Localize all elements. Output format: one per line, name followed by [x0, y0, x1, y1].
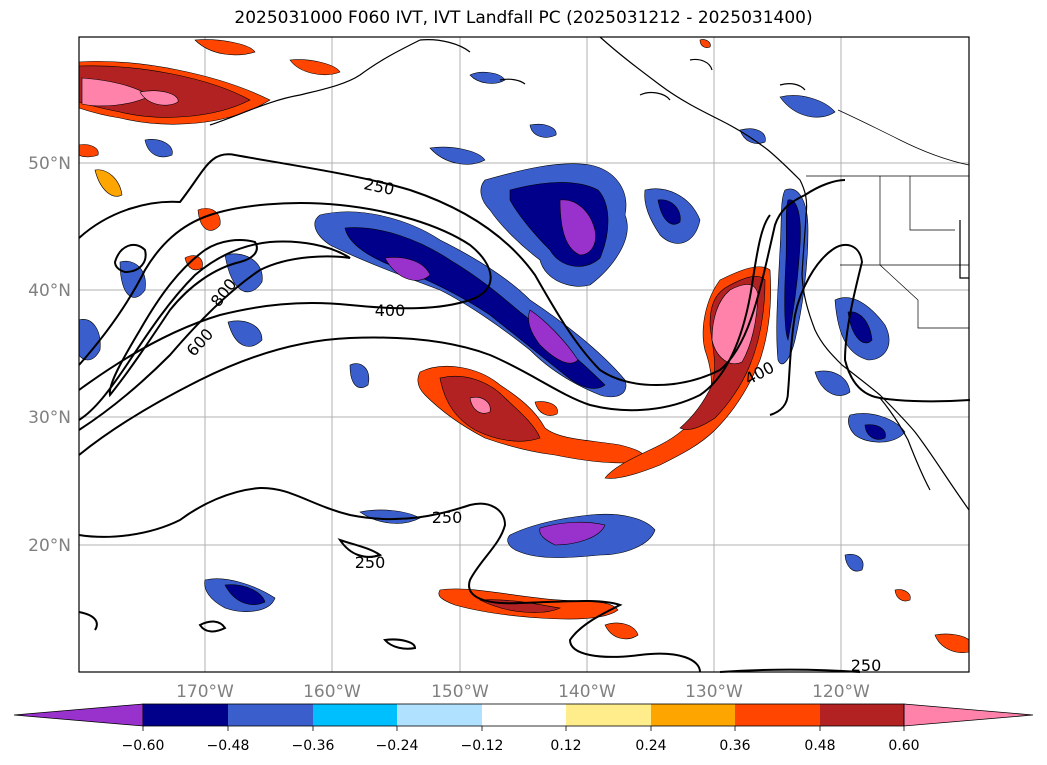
- colorbar-tick: 0.36: [719, 738, 750, 754]
- ivt-contours: [78, 153, 971, 673]
- contour-label-250-south: 250: [432, 508, 463, 527]
- colorbar: −0.60 −0.48 −0.36 −0.24 −0.12 0.12 0.24 …: [13, 703, 1034, 754]
- us-west-coastline: [801, 214, 970, 511]
- contour-800: [108, 239, 258, 398]
- coastlines: [209, 36, 970, 511]
- colorbar-tick: −0.12: [461, 738, 504, 754]
- colorbar-tick: 0.24: [635, 738, 666, 754]
- contour-250-north: [78, 153, 846, 386]
- lat-label-20n: 20°N: [28, 536, 71, 556]
- lon-label-120w: 120°W: [812, 682, 870, 702]
- lat-label-40n: 40°N: [28, 281, 71, 301]
- colorbar-tick: −0.24: [376, 738, 419, 754]
- lon-label-160w: 160°W: [303, 682, 361, 702]
- colorbar-tick: 0.48: [804, 738, 835, 754]
- colorbar-tick: 0.60: [888, 738, 919, 754]
- political-borders: [806, 109, 970, 329]
- contour-400-east: [78, 214, 771, 456]
- colorbar-tick: 0.12: [550, 738, 581, 754]
- colorbar-min-arrow: [13, 703, 144, 727]
- lat-labels: 50°N 40°N 30°N 20°N: [28, 154, 71, 556]
- colorbar-segment: [313, 704, 397, 726]
- colorbar-tick: −0.60: [122, 738, 165, 754]
- colorbar-segment: [143, 704, 228, 726]
- plot-frame: [78, 36, 970, 673]
- lat-label-50n: 50°N: [28, 154, 71, 174]
- colorbar-segment: [651, 704, 735, 726]
- colorbar-tick: −0.48: [207, 738, 250, 754]
- lat-label-30n: 30°N: [28, 408, 71, 428]
- colorbar-segment: [397, 704, 482, 726]
- lon-label-170w: 170°W: [176, 682, 234, 702]
- contour-label-250-island: 250: [355, 553, 386, 572]
- colorbar-segment: [482, 704, 566, 726]
- lon-label-130w: 130°W: [685, 682, 743, 702]
- map-title: 2025031000 F060 IVT, IVT Landfall PC (20…: [234, 8, 813, 28]
- alaska-coastline: [209, 39, 471, 126]
- colorbar-segment: [820, 704, 904, 726]
- lon-label-150w: 150°W: [431, 682, 489, 702]
- plot-area: [79, 37, 969, 672]
- contour-600: [78, 240, 351, 431]
- contour-label-250-se: 250: [851, 656, 882, 675]
- contour-250-south: [78, 486, 701, 673]
- lon-labels: 170°W 160°W 150°W 140°W 130°W 120°W: [176, 682, 870, 702]
- colorbar-segment: [228, 704, 313, 726]
- contour-label-400: 400: [375, 301, 406, 320]
- pos-max-coast: [711, 284, 759, 364]
- colorbar-segment: [735, 704, 820, 726]
- contour-400: [78, 202, 492, 391]
- baja-coastline: [879, 397, 931, 491]
- colorbar-segment: [566, 704, 651, 726]
- lon-label-140w: 140°W: [558, 682, 616, 702]
- ivt-shading: [78, 39, 970, 653]
- colorbar-tick: −0.36: [292, 738, 335, 754]
- canada-coastline: [599, 36, 808, 216]
- colorbar-max-arrow: [903, 703, 1034, 727]
